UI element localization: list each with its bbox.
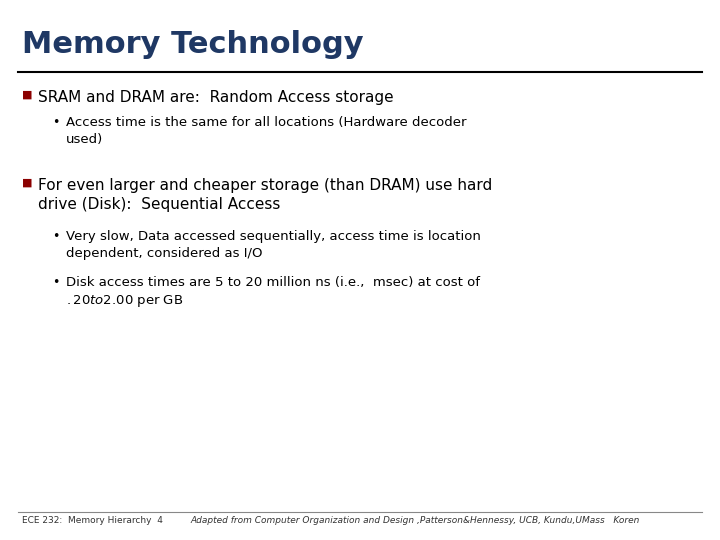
Text: SRAM and DRAM are:  Random Access storage: SRAM and DRAM are: Random Access storage — [38, 90, 394, 105]
Text: •: • — [52, 230, 59, 243]
Text: Disk access times are 5 to 20 million ns (i.e.,  msec) at cost of: Disk access times are 5 to 20 million ns… — [66, 276, 480, 289]
Text: ECE 232:  Memory Hierarchy  4: ECE 232: Memory Hierarchy 4 — [22, 516, 163, 525]
Text: dependent, considered as I/O: dependent, considered as I/O — [66, 247, 263, 260]
Text: Access time is the same for all locations (Hardware decoder
used): Access time is the same for all location… — [66, 116, 467, 146]
Text: Adapted from Computer Organization and Design ,Patterson&Hennessy, UCB, Kundu,UM: Adapted from Computer Organization and D… — [190, 516, 639, 525]
Text: Very slow, Data accessed sequentially, access time is location: Very slow, Data accessed sequentially, a… — [66, 230, 481, 243]
Text: drive (Disk):  Sequential Access: drive (Disk): Sequential Access — [38, 197, 280, 212]
Text: For even larger and cheaper storage (than DRAM) use hard: For even larger and cheaper storage (tha… — [38, 178, 492, 193]
Text: ■: ■ — [22, 90, 32, 100]
Text: ■: ■ — [22, 178, 32, 188]
Text: $.20 to $2.00 per GB: $.20 to $2.00 per GB — [66, 293, 184, 309]
Text: Memory Technology: Memory Technology — [22, 30, 364, 59]
Text: •: • — [52, 116, 59, 129]
Text: •: • — [52, 276, 59, 289]
